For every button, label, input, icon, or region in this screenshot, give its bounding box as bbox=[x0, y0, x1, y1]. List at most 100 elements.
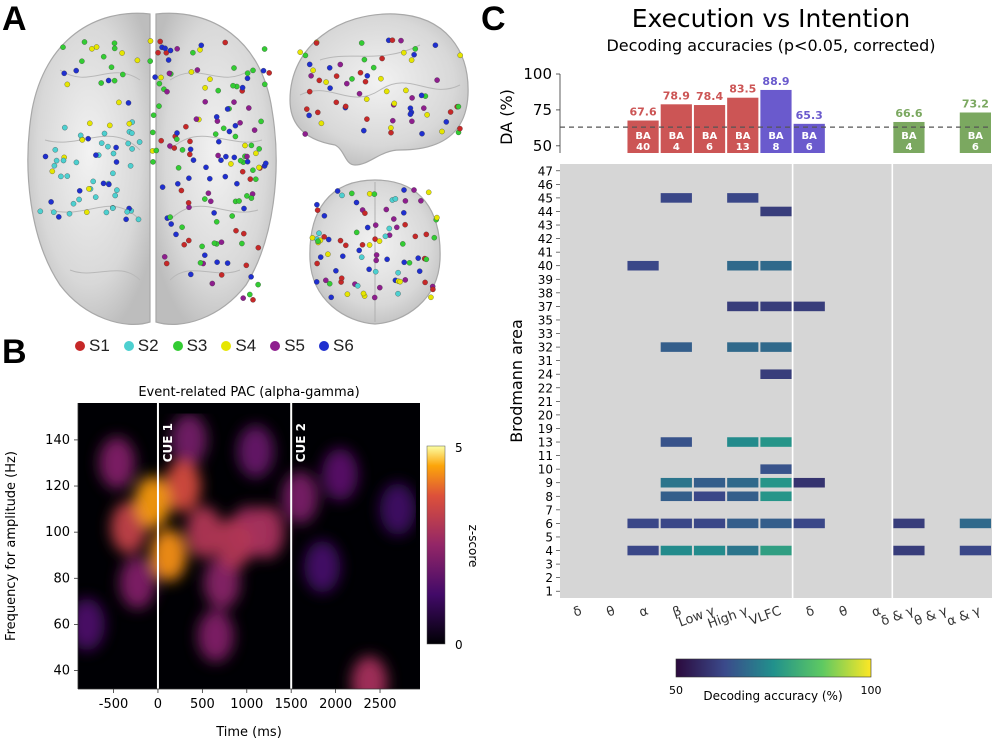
da-bar bbox=[660, 104, 692, 153]
electrode-dot bbox=[328, 294, 334, 301]
electrode-dots bbox=[37, 37, 463, 303]
pac-x-label: Time (ms) bbox=[215, 725, 282, 740]
electrode-dot bbox=[316, 230, 322, 236]
electrode-dot bbox=[407, 111, 414, 117]
electrode-dot bbox=[171, 145, 178, 151]
electrode-dot bbox=[434, 214, 440, 221]
electrode-dot bbox=[306, 112, 312, 119]
electrode-dot bbox=[105, 77, 112, 84]
cue-label: CUE 1 bbox=[161, 423, 175, 462]
electrode-dot bbox=[110, 150, 117, 157]
electrode-dot bbox=[241, 205, 247, 212]
electrode-dot bbox=[412, 233, 419, 240]
pac-hotspot bbox=[171, 413, 208, 466]
da-bar-area-label: 40 bbox=[636, 142, 650, 153]
brodmann-cell bbox=[793, 518, 825, 529]
electrode-dot bbox=[344, 291, 351, 297]
electrode-dot bbox=[397, 278, 403, 285]
brodmann-cell bbox=[893, 545, 925, 556]
electrode-dot bbox=[395, 290, 401, 297]
electrode-dot bbox=[193, 116, 200, 122]
electrode-dot bbox=[166, 70, 173, 77]
electrode-dot bbox=[302, 52, 309, 59]
electrode-dot bbox=[125, 140, 131, 147]
electrode-dot bbox=[108, 64, 115, 70]
electrode-dot bbox=[339, 192, 345, 199]
electrode-dot bbox=[48, 199, 54, 205]
electrode-dot bbox=[386, 225, 393, 232]
electrode-dot bbox=[253, 150, 259, 157]
electrode-dot bbox=[179, 147, 186, 153]
da-bars: 67.6BA4078.9BA478.4BA683.5BA1388.9BA865.… bbox=[560, 75, 992, 153]
electrode-dot bbox=[110, 170, 116, 177]
electrode-dot bbox=[409, 95, 415, 101]
electrode-dot bbox=[260, 67, 267, 74]
electrode-dot bbox=[382, 233, 389, 240]
electrode-dot bbox=[251, 127, 258, 133]
da-bar-area-label: 13 bbox=[736, 142, 750, 153]
brodmann-cell bbox=[959, 518, 991, 529]
electrode-dot bbox=[315, 238, 321, 245]
electrode-dot bbox=[402, 277, 409, 283]
electrode-dot bbox=[111, 77, 118, 84]
electrode-dot bbox=[353, 229, 360, 236]
brodmann-row-label: 2 bbox=[545, 571, 553, 585]
electrode-dot bbox=[244, 158, 251, 165]
electrode-dot bbox=[56, 214, 62, 220]
electrode-dot bbox=[178, 187, 185, 194]
electrode-dot bbox=[150, 112, 157, 118]
electrode-dot bbox=[155, 49, 161, 56]
electrode-dot bbox=[360, 290, 367, 297]
electrode-dot bbox=[167, 214, 173, 220]
electrode-dot bbox=[84, 209, 90, 215]
electrode-dot bbox=[129, 130, 135, 136]
electrode-dot bbox=[174, 46, 180, 52]
column-label: VLFC bbox=[748, 604, 784, 629]
electrode-dot bbox=[314, 201, 320, 208]
pac-hotspot bbox=[150, 529, 187, 582]
electrode-dot bbox=[340, 253, 346, 259]
brodmann-row-label: 40 bbox=[538, 259, 553, 273]
brodmann-cell bbox=[693, 491, 726, 502]
electrode-dot bbox=[157, 38, 163, 45]
electrode-dot bbox=[457, 125, 463, 132]
electrode-dot bbox=[240, 295, 246, 301]
electrode-dot bbox=[105, 143, 111, 150]
brodmann-cell bbox=[693, 477, 726, 488]
electrode-dot bbox=[126, 120, 133, 127]
electrode-dot bbox=[392, 196, 399, 202]
brodmann-row-label: 38 bbox=[538, 286, 553, 300]
electrode-dot bbox=[253, 176, 259, 182]
brodmann-cell bbox=[793, 477, 825, 488]
electrode-dot bbox=[209, 280, 216, 287]
electrode-dot bbox=[175, 181, 181, 187]
electrode-dot bbox=[419, 130, 425, 137]
electrode-dot bbox=[361, 56, 368, 63]
electrode-dot bbox=[37, 208, 44, 215]
brodmann-row-label: 9 bbox=[545, 476, 553, 490]
electrode-dot bbox=[266, 70, 272, 76]
electrode-dot bbox=[323, 79, 329, 85]
brodmann-y-label: Brodmann area bbox=[507, 319, 526, 443]
pac-hotspot bbox=[99, 436, 136, 489]
electrode-dot bbox=[377, 284, 383, 291]
electrode-dot bbox=[358, 40, 365, 46]
electrode-dot bbox=[224, 260, 231, 266]
cue-label: CUE 2 bbox=[294, 423, 308, 462]
electrode-dot bbox=[315, 109, 321, 116]
legend-item-s2: S2 bbox=[123, 336, 159, 356]
electrode-dot bbox=[236, 198, 242, 204]
electrode-dot bbox=[428, 294, 434, 301]
pac-colorbar-label: z-score bbox=[466, 525, 480, 568]
electrode-dot bbox=[53, 157, 60, 164]
pac-y-tick-label: 100 bbox=[45, 525, 70, 540]
electrode-dot bbox=[342, 103, 349, 110]
electrode-dot bbox=[167, 47, 174, 54]
electrode-dot bbox=[134, 57, 141, 64]
brodmann-row-label: 5 bbox=[545, 530, 553, 544]
chart-subtitle: Decoding accuracies (p<0.05, corrected) bbox=[606, 36, 935, 55]
electrode-dot bbox=[366, 266, 372, 273]
electrode-dot bbox=[188, 69, 195, 75]
column-label: α & γ bbox=[945, 604, 983, 630]
electrode-dot bbox=[229, 213, 235, 219]
